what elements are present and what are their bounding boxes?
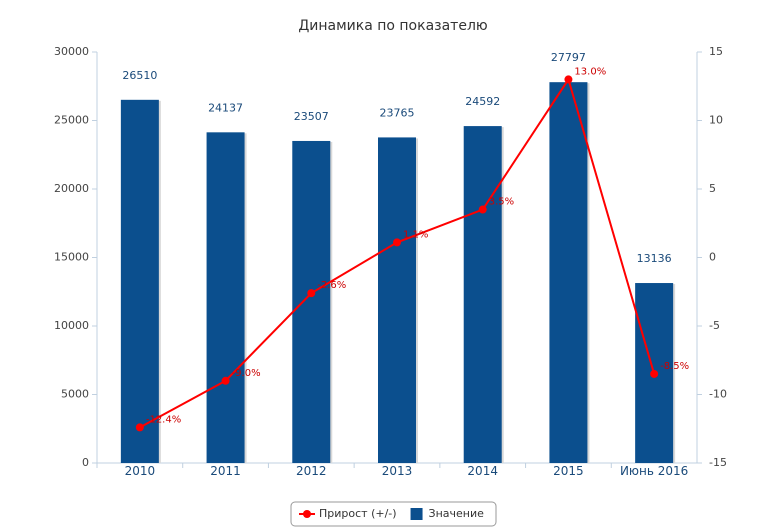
bar xyxy=(292,140,331,463)
x-tick-label: 2015 xyxy=(553,464,584,478)
y2-tick-label: 0 xyxy=(709,251,716,264)
x-tick-label: 2011 xyxy=(210,464,241,478)
line-label: -9.0% xyxy=(232,368,261,379)
bar-label: 27797 xyxy=(551,51,586,64)
bar-label: 23765 xyxy=(380,106,415,119)
x-tick-label: 2012 xyxy=(296,464,327,478)
y2-tick-label: 5 xyxy=(709,182,716,195)
bar xyxy=(549,82,588,464)
bar xyxy=(120,99,159,464)
y-tick-label: 25000 xyxy=(54,114,89,127)
y2-tick-label: 15 xyxy=(709,45,723,58)
line-point xyxy=(478,205,487,214)
x-tick-label: 2014 xyxy=(467,464,498,478)
x-tick-label: Июнь 2016 xyxy=(619,464,689,478)
line-label: 1.1% xyxy=(403,229,428,240)
bar-label: 24592 xyxy=(465,95,500,108)
x-tick-label: 2013 xyxy=(381,464,413,478)
line-point xyxy=(564,75,573,84)
y-tick-label: 5000 xyxy=(61,388,89,401)
legend-swatch xyxy=(410,508,423,520)
bar-label: 13136 xyxy=(637,252,672,265)
y-tick-label: 30000 xyxy=(54,45,89,58)
line-label: -12.4% xyxy=(146,414,181,425)
line-label: -2.6% xyxy=(317,280,346,291)
chart-title: Динамика по показателю xyxy=(298,18,488,34)
y-tick-label: 20000 xyxy=(54,182,89,195)
bar-label: 26510 xyxy=(122,69,157,82)
x-tick-label: 2010 xyxy=(124,464,156,478)
line-label: 13.0% xyxy=(574,66,606,77)
bar xyxy=(206,132,245,463)
bar-label: 23507 xyxy=(294,110,329,123)
legend-box xyxy=(290,501,497,527)
line-point xyxy=(393,238,401,247)
y-tick-label: 15000 xyxy=(54,251,89,264)
y2-tick-label: 10 xyxy=(709,114,723,127)
y2-tick-label: -5 xyxy=(709,319,720,332)
y2-tick-label: -10 xyxy=(709,388,727,401)
line-point xyxy=(135,423,144,432)
legend: Прирост (+/-) Значение xyxy=(290,501,497,527)
y-tick-label: 0 xyxy=(82,456,89,469)
line-point xyxy=(650,369,659,378)
line-point xyxy=(307,289,316,298)
legend-label: Прирост (+/-) xyxy=(319,507,397,520)
y-tick-label: 10000 xyxy=(54,319,89,332)
line-label: 3.5% xyxy=(489,197,514,208)
legend-dot xyxy=(303,510,311,518)
bar xyxy=(378,137,416,463)
line-label: -8.5% xyxy=(660,361,689,372)
bar xyxy=(463,126,502,463)
line-point xyxy=(221,376,230,385)
bar-label: 24137 xyxy=(208,101,243,114)
y2-tick-label: -15 xyxy=(709,456,727,469)
legend-label: Значение xyxy=(429,507,485,520)
